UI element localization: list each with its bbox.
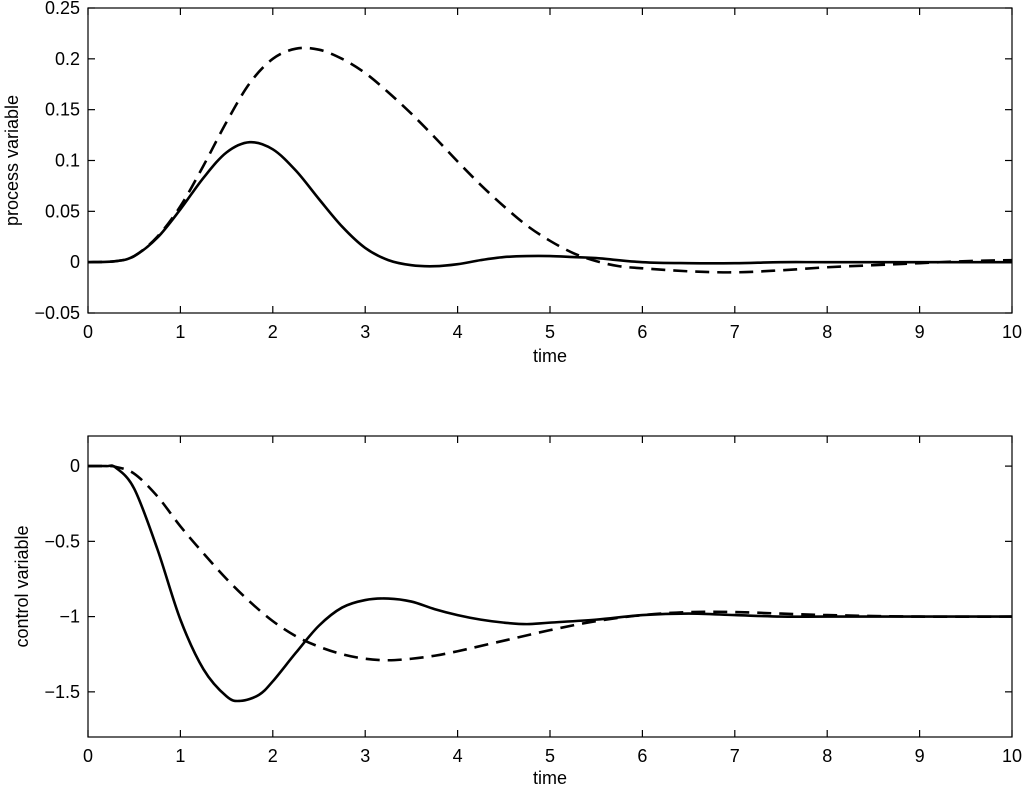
y-tick-label: −0.05: [34, 303, 80, 323]
x-tick-label: 5: [545, 322, 555, 342]
x-tick-label: 8: [822, 322, 832, 342]
x-tick-label: 7: [730, 322, 740, 342]
x-tick-label: 0: [83, 746, 93, 766]
control-variable-panel: 0 1 2 3 4 5 6 7 8 9 10 0 −0.5 −1 −1.5 time control varia…: [12, 435, 1022, 787]
x-tick-label: 0: [83, 322, 93, 342]
process-variable-panel: 0 1 2 3 4 5 6 7 8 9 100.250.20.150.10.050−0.05time…: [2, 0, 1022, 366]
x-tick-label: 4: [453, 322, 463, 342]
y-axis-label: control variable: [12, 525, 32, 647]
y-tick-label: 0.2: [55, 49, 80, 69]
y-axis-label: process variable: [2, 95, 22, 226]
y-tick-label: 0.05: [45, 201, 80, 221]
dashed-series-line: [87, 46, 1013, 274]
x-tick-label: 1: [175, 746, 185, 766]
solid-series-line: [87, 464, 1012, 703]
x-tick-label: 4: [453, 746, 463, 766]
y-tick-label: 0.15: [45, 100, 80, 120]
x-tick-label: 9: [915, 746, 925, 766]
y-tick-label: 0.25: [45, 0, 80, 18]
x-tick-label: 2: [268, 746, 278, 766]
x-tick-label: 9: [915, 322, 925, 342]
y-tick-label: −0.5: [44, 531, 80, 551]
x-tick-label: 10: [1002, 746, 1022, 766]
y-tick-label: −1.5: [44, 682, 80, 702]
x-tick-label: 5: [545, 746, 555, 766]
dashed-series-line: [87, 464, 1013, 662]
x-tick-label: 10: [1002, 322, 1022, 342]
x-tick-label: 6: [637, 746, 647, 766]
y-tick-label: −1: [59, 607, 80, 627]
x-tick-label: 2: [268, 322, 278, 342]
plot-frame: [87, 435, 1013, 738]
x-tick-label: 3: [360, 746, 370, 766]
x-tick-label: 8: [822, 746, 832, 766]
y-tick-label: 0.1: [55, 151, 80, 171]
solid-series-line: [87, 140, 1012, 268]
y-tick-label: 0: [70, 252, 80, 272]
x-tick-label: 7: [730, 746, 740, 766]
x-tick-label: 3: [360, 322, 370, 342]
x-axis-label: time: [533, 768, 567, 787]
x-tick-label: 6: [637, 322, 647, 342]
x-tick-label: 1: [175, 322, 185, 342]
plot-frame: [87, 7, 1013, 314]
x-axis-label: time: [533, 346, 567, 366]
y-tick-label: 0: [70, 456, 80, 476]
